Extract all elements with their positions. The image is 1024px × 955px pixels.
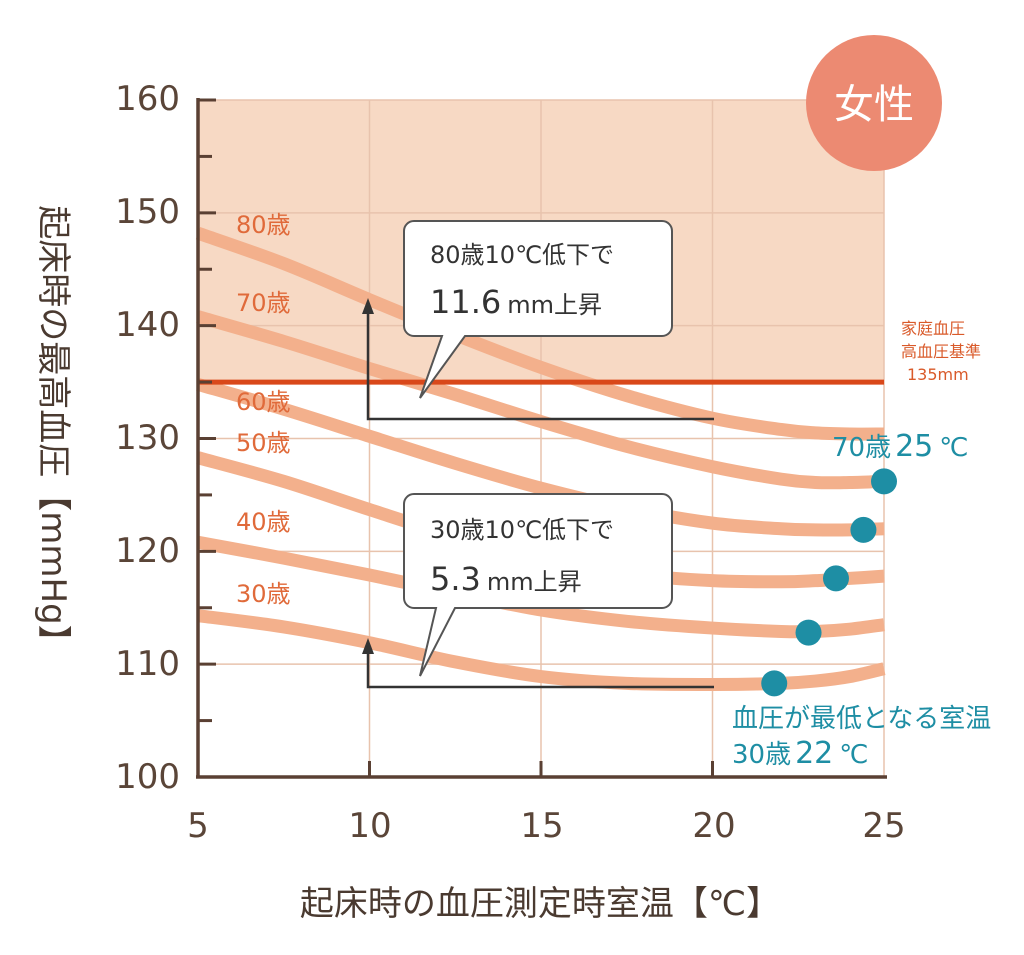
arrow-80 [362,298,714,421]
min-point [871,468,897,495]
min-point [850,516,877,543]
y-tick-label: 110 [115,644,180,684]
arrow-30 [362,638,714,689]
y-tick-label: 150 [115,192,180,232]
series-line-70歳 [196,310,885,490]
callout-80-line1: 80歳10℃低下で [430,241,614,269]
series-line-30歳 [197,609,886,691]
min-label-line1: 血圧が最低となる室温 [732,704,991,734]
min-points [761,468,897,697]
callout-80: 80歳10℃低下で 11.6 mm上昇 [403,220,673,399]
x-tick-label: 15 [520,806,563,846]
series-label-50: 50歳 [236,429,291,457]
y-axis-title: 起床時の最高血圧【mmHg】 [33,205,73,658]
callout-30-line2: 5.3 mm上昇 [430,560,582,598]
min-point [761,670,788,697]
series-label-40: 40歳 [236,508,291,536]
gender-badge-label: 女性 [834,82,914,128]
reference-label-line1: 家庭血圧 [901,319,965,338]
series-label-30: 30歳 [236,580,291,608]
y-tick-label: 160 [115,79,180,119]
series-label-70: 70歳 [236,289,291,317]
x-tick-label: 25 [862,806,905,846]
callout-30: 30歳10℃低下で 5.3 mm上昇 [403,493,673,677]
min-label-30: 30歳 22 ℃ [732,736,868,771]
y-tick-label: 100 [115,757,180,797]
x-tick-label: 20 [692,806,735,846]
min-point [795,619,822,646]
y-tick-label: 120 [115,531,180,571]
y-tick-label: 140 [115,305,180,345]
x-axis-title: 起床時の血圧測定時室温【℃】 [300,884,780,924]
series-line-80歳 [195,227,885,441]
x-tick-label: 5 [187,806,209,846]
reference-label-line3: 135mm [907,365,969,384]
reference-label-line2: 高血圧基準 [901,342,981,361]
callout-30-line1: 30歳10℃低下で [430,516,614,544]
min-point [822,565,849,592]
axis-ticks [198,98,714,779]
callout-80-line2: 11.6 mm上昇 [430,283,602,321]
series-label-60: 60歳 [236,388,291,416]
series-label-80: 80歳 [236,211,291,239]
y-tick-label: 130 [115,418,180,458]
min-label-70: 70歳 25 ℃ [832,429,968,464]
x-tick-label: 10 [348,806,391,846]
gender-badge [806,35,942,171]
